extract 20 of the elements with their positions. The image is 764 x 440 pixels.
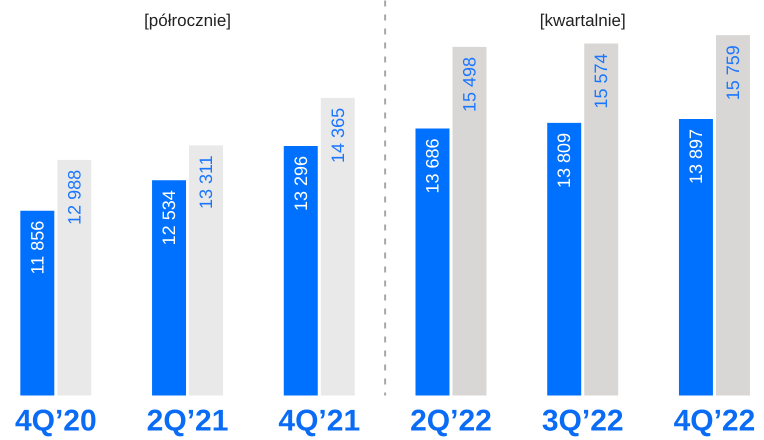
x-tick-label: 2Q’22	[410, 404, 492, 438]
x-tick-label: 3Q’22	[542, 404, 624, 438]
annotation: [półrocznie]	[144, 10, 232, 30]
data-label: 13 311	[196, 155, 216, 210]
x-tick-label: 4Q’22	[674, 404, 756, 438]
data-label: 12 534	[159, 190, 180, 246]
data-label: 12 988	[64, 170, 84, 225]
data-label: 15 759	[722, 45, 743, 100]
data-label: 13 897	[686, 128, 706, 184]
data-label: 15 574	[591, 54, 612, 109]
data-label: 15 498	[460, 56, 480, 112]
data-label: 13 809	[554, 132, 574, 188]
annotation: [kwartalnie]	[540, 10, 626, 30]
x-tick-label: 4Q’20	[14, 404, 97, 438]
data-label: 13 296	[290, 156, 311, 212]
data-label: 11 856	[27, 220, 48, 274]
data-label: 13 686	[422, 138, 442, 194]
x-tick-label: 2Q’21	[146, 404, 228, 438]
x-tick-label: 4Q’21	[278, 404, 360, 438]
data-label: 14 365	[328, 108, 348, 163]
